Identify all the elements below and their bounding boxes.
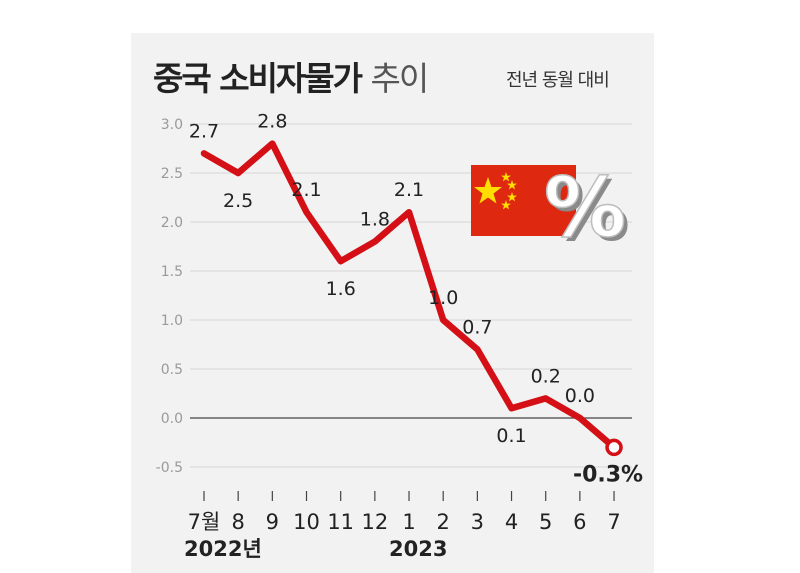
x-tick-label: 5 xyxy=(539,510,552,534)
y-tick-label: 3.0 xyxy=(161,117,183,133)
data-label: 2.5 xyxy=(223,190,253,212)
svg-text:%: % xyxy=(544,161,626,256)
x-tick-label: 10 xyxy=(293,510,320,534)
data-labels: 2.72.52.82.11.61.82.11.00.70.10.20.0-0.3… xyxy=(189,111,643,488)
y-tick-label: 0.5 xyxy=(161,362,183,378)
y-axis-ticks: 3.0 2.5 2.0 1.5 1.0 0.5 0.0 -0.5 xyxy=(156,117,183,476)
series-line xyxy=(200,140,623,457)
y-tick-label: 1.0 xyxy=(161,313,183,329)
chart-title: 중국 소비자물가 추이 xyxy=(153,52,430,100)
data-label: 1.6 xyxy=(326,278,356,300)
x-tick-label: 6 xyxy=(573,510,586,534)
data-label: 1.0 xyxy=(428,287,458,309)
x-tick-label: 11 xyxy=(327,510,354,534)
x-tick-label: 1 xyxy=(402,510,415,534)
chart-title-suffix: 추이 xyxy=(370,59,430,98)
series-line-path xyxy=(200,140,618,451)
y-tick-label: 2.5 xyxy=(161,166,183,182)
x-tick-label: 9 xyxy=(266,510,279,534)
data-label: 1.8 xyxy=(360,209,390,231)
y-tick-label: 0.0 xyxy=(161,411,183,427)
x-tick-label: 4 xyxy=(505,510,518,534)
chart-card xyxy=(131,33,654,573)
end-point-marker xyxy=(605,438,623,457)
x-tick-label: 7 xyxy=(607,510,620,534)
data-label: 0.1 xyxy=(496,425,526,447)
y-tick-label: 2.0 xyxy=(161,215,183,231)
year-label: 2023 xyxy=(389,537,447,561)
y-tick-label: -0.5 xyxy=(156,460,183,476)
x-tick-label: 8 xyxy=(231,510,244,534)
data-label: 0.7 xyxy=(462,316,492,338)
data-label: 0.2 xyxy=(531,365,561,387)
x-tick-label: 7월 xyxy=(188,510,221,534)
year-label: 2022년 xyxy=(184,537,262,561)
y-tick-label: 1.5 xyxy=(161,264,183,280)
chart-subtitle: 전년 동월 대비 xyxy=(506,70,610,91)
chart-title-main: 중국 소비자물가 xyxy=(153,59,363,98)
percent-icon: % % xyxy=(543,160,630,260)
svg-text:%: % xyxy=(548,165,630,260)
data-label: -0.3% xyxy=(573,462,643,487)
data-label: 2.8 xyxy=(257,111,287,133)
data-label: 0.0 xyxy=(565,385,595,407)
data-label: 2.1 xyxy=(394,179,424,201)
data-label: 2.7 xyxy=(189,120,219,142)
data-label: 2.1 xyxy=(291,179,321,201)
x-tick-label: 12 xyxy=(361,510,388,534)
china-flag-icon xyxy=(471,165,576,236)
x-tick-label: 2 xyxy=(437,510,450,534)
x-tick-label: 3 xyxy=(471,510,484,534)
